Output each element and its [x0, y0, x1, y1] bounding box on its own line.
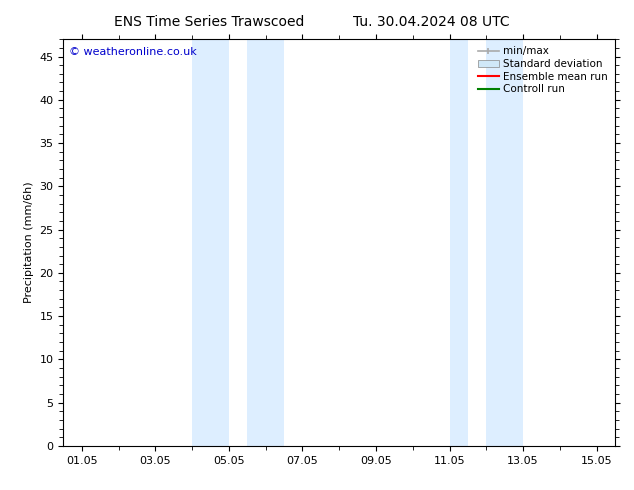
- Text: Tu. 30.04.2024 08 UTC: Tu. 30.04.2024 08 UTC: [353, 15, 510, 29]
- Bar: [247, 39, 284, 446]
- Legend: min/max, Standard deviation, Ensemble mean run, Controll run: min/max, Standard deviation, Ensemble me…: [474, 42, 612, 98]
- Bar: [486, 39, 523, 446]
- Bar: [192, 39, 229, 446]
- Text: © weatheronline.co.uk: © weatheronline.co.uk: [69, 48, 197, 57]
- Bar: [450, 39, 468, 446]
- Text: ENS Time Series Trawscoed: ENS Time Series Trawscoed: [114, 15, 304, 29]
- Y-axis label: Precipitation (mm/6h): Precipitation (mm/6h): [24, 182, 34, 303]
